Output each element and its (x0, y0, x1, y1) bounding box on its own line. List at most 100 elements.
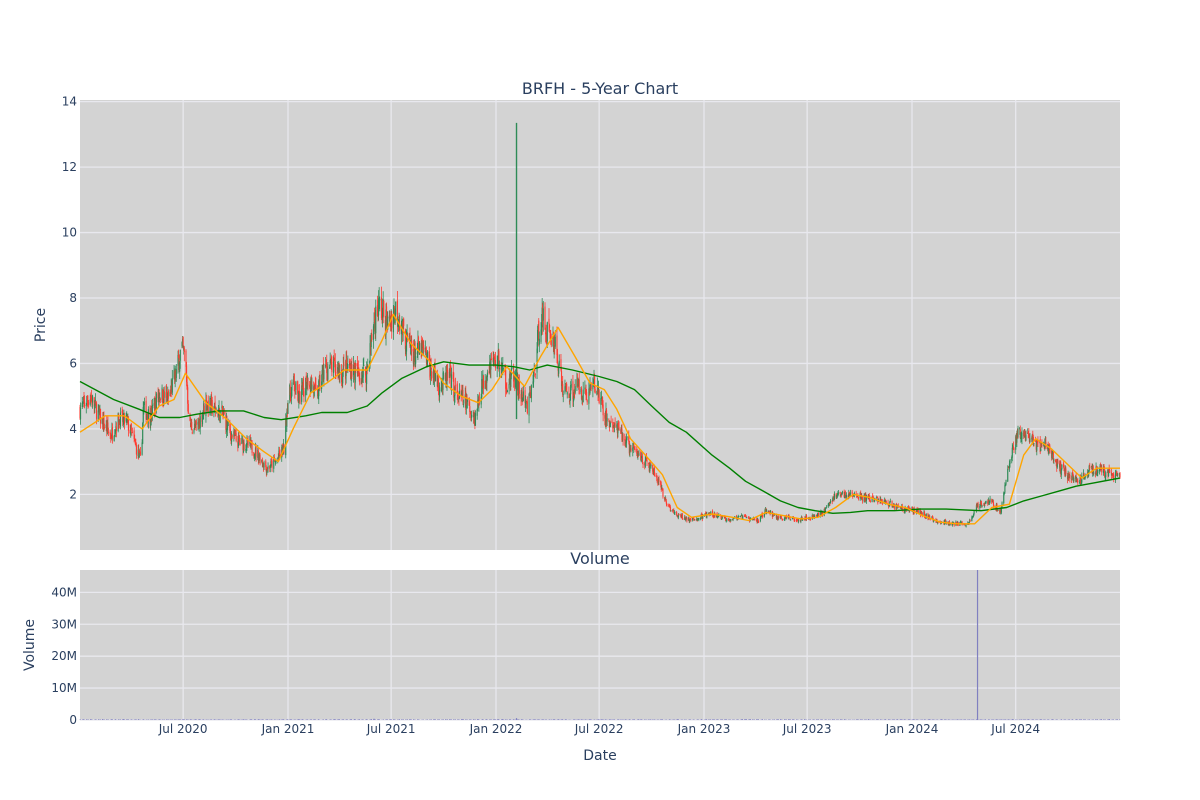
candle-body (686, 517, 688, 521)
candle-body (979, 502, 981, 507)
candle-body (226, 419, 228, 429)
candle-body (1068, 474, 1070, 478)
candle-body (832, 498, 834, 501)
candle-body (437, 378, 439, 389)
candle-body (544, 306, 546, 330)
candle-body (721, 519, 723, 520)
candle-body (345, 369, 347, 379)
candle-body (777, 516, 779, 520)
candle-body (198, 420, 200, 427)
candle-body (215, 406, 217, 413)
candle-body (1057, 460, 1059, 464)
candle-body (85, 405, 87, 407)
candle-body (374, 316, 376, 332)
candle-body (580, 388, 582, 393)
candle-body (996, 509, 999, 511)
candle-body (745, 515, 747, 517)
candle-body (361, 378, 363, 382)
candle-body (746, 517, 748, 519)
candle-body (969, 520, 971, 522)
candle-body (274, 461, 277, 463)
candle-body (434, 364, 436, 381)
candle-body (621, 434, 624, 442)
candle-body (669, 504, 671, 507)
candle-body (542, 308, 544, 321)
candle-body (668, 505, 670, 507)
candle-body (1004, 485, 1006, 493)
candle-body (588, 388, 590, 404)
candle-body (1000, 508, 1002, 514)
candle-body (325, 364, 327, 367)
candle-body (103, 427, 106, 428)
candle-body (346, 368, 348, 369)
candle-body (222, 413, 224, 415)
candle-body (186, 381, 188, 390)
candle-body (194, 424, 196, 428)
candle-body (235, 433, 237, 441)
candle-body (161, 387, 163, 400)
candle-body (884, 499, 886, 503)
candle-body (230, 435, 232, 441)
candle-body (987, 501, 989, 504)
candle-body (113, 435, 115, 441)
candle-body (984, 502, 986, 505)
candle-body (710, 511, 712, 514)
candle-body (681, 514, 683, 518)
candle-body (708, 512, 710, 514)
candle-body (989, 498, 991, 502)
volume-bars[interactable] (79, 570, 1121, 720)
volume-tick-label: 0 (69, 713, 77, 727)
candle-body (447, 369, 449, 373)
candle-body (757, 518, 759, 522)
candle-body (600, 397, 602, 405)
candle-body (849, 494, 851, 496)
candle-body (115, 426, 117, 431)
candle-body (201, 414, 203, 422)
candle-body (329, 360, 331, 366)
candle-body (782, 519, 784, 521)
candle-body (706, 513, 708, 518)
candle-body (573, 392, 575, 397)
candle-body (358, 367, 360, 375)
candle-body (656, 475, 658, 478)
candle-body (895, 504, 897, 509)
candle-body (502, 367, 504, 369)
candle-body (820, 512, 822, 515)
candle-body (1020, 437, 1022, 439)
candle-body (341, 369, 343, 382)
price-tick-label: 10 (62, 226, 77, 240)
candle-body (798, 520, 800, 522)
candle-body (509, 373, 511, 384)
candle-body (257, 450, 259, 461)
candle-body (429, 361, 431, 378)
candle-body (281, 447, 283, 458)
candle-body (241, 437, 243, 444)
candle-body (122, 412, 124, 423)
candle-body (297, 391, 299, 403)
candle-body (199, 416, 201, 429)
candle-body (433, 371, 435, 380)
candle-body (905, 507, 907, 510)
candle-body (520, 393, 522, 400)
candle-body (82, 401, 84, 403)
candle-body (432, 371, 434, 378)
candle-body (676, 515, 678, 517)
candle-body (556, 353, 559, 364)
candle-body (106, 423, 108, 434)
candle-body (89, 399, 91, 405)
candle-body (303, 391, 305, 397)
candle-body (265, 467, 267, 473)
candle-body (1092, 465, 1094, 474)
candle-body (696, 519, 698, 521)
candle-body (610, 421, 612, 423)
candle-body (536, 348, 538, 373)
candle-body (566, 383, 568, 392)
candle-body (1023, 430, 1025, 438)
candle-body (829, 503, 831, 505)
candle-body (214, 401, 216, 407)
candle-body (146, 415, 148, 416)
candle-body (517, 377, 519, 391)
candle-body (796, 519, 798, 521)
candle-body (488, 370, 490, 374)
candle-body (1043, 444, 1045, 446)
